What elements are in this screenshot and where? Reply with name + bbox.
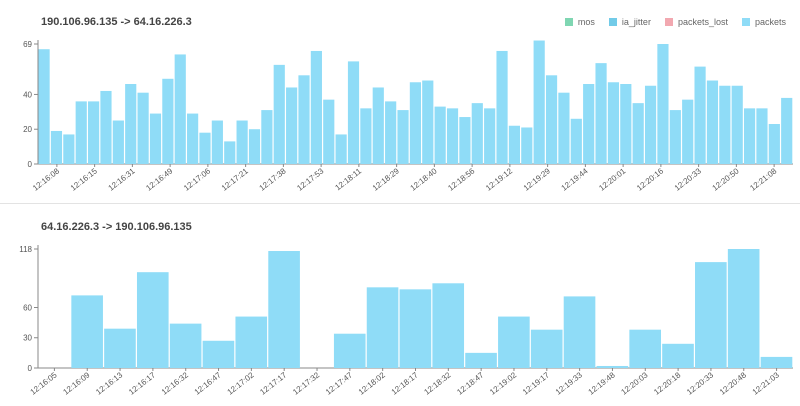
chart-2-xtick-label: 12:17:02 (226, 370, 257, 397)
chart-2-xtick-label: 12:16:47 (193, 370, 224, 397)
chart-2-bar[interactable] (235, 317, 267, 368)
chart-2-bar[interactable] (203, 341, 235, 368)
chart-2-xtick-label: 12:18:02 (357, 370, 388, 397)
chart-2-xtick-label: 12:20:03 (619, 370, 650, 397)
chart-2-xtick-label: 12:19:17 (521, 370, 552, 397)
chart-2-bar[interactable] (728, 249, 760, 368)
chart-2-xtick-label: 12:20:33 (685, 370, 716, 397)
chart-2-xtick-label: 12:18:47 (455, 370, 486, 397)
chart-2-bar[interactable] (400, 289, 432, 368)
chart-2-bar[interactable] (334, 334, 366, 368)
chart-2-bar[interactable] (367, 287, 399, 368)
chart-2-bar[interactable] (71, 295, 103, 368)
chart-2-bar[interactable] (104, 329, 136, 368)
chart-2-bar[interactable] (629, 330, 661, 368)
chart-2-bar[interactable] (170, 324, 202, 368)
chart-2-bar[interactable] (432, 283, 464, 368)
chart-2-bar[interactable] (531, 330, 563, 368)
chart-2-plot: 0 30 60 118 12:16:05 12:16:09 12:16:13 12:16:17… (0, 0, 800, 406)
chart-2-bar[interactable] (662, 344, 694, 368)
chart-2-xtick-label: 12:16:09 (61, 370, 92, 397)
chart-2-bar[interactable] (465, 353, 497, 368)
chart-2-xtick-label: 12:20:48 (718, 370, 749, 397)
chart-2-xtick-label: 12:16:13 (94, 370, 125, 397)
chart-2-xtick-label: 12:17:47 (324, 370, 355, 397)
chart-2-xtick-label: 12:16:05 (29, 370, 60, 397)
chart-2-xtick-label: 12:19:48 (587, 370, 618, 397)
chart-2-xtick-label: 12:17:32 (291, 370, 322, 397)
chart-2-xtick-label: 12:20:18 (652, 370, 683, 397)
chart-2-bar[interactable] (761, 357, 793, 368)
chart-2-bar[interactable] (564, 296, 596, 368)
chart-2-bar[interactable] (137, 272, 169, 368)
chart-2-xtick-label: 12:18:32 (422, 370, 453, 397)
chart-2-bar[interactable] (597, 366, 629, 368)
chart-2-ytick-label: 60 (23, 303, 32, 312)
chart-2-xtick-label: 12:17:17 (258, 370, 289, 397)
chart-2-bar[interactable] (498, 317, 530, 368)
chart-2-xtick-label: 12:21:03 (751, 370, 782, 397)
chart-2-ytick-label: 30 (23, 334, 32, 343)
chart-2-ytick-label: 118 (19, 245, 32, 254)
chart-2-bar[interactable] (268, 251, 300, 368)
chart-2-xtick-label: 12:19:02 (488, 370, 519, 397)
chart-2-xtick-label: 12:19:33 (554, 370, 585, 397)
chart-2-xtick-label: 12:16:32 (160, 370, 191, 397)
chart-2-xtick-label: 12:18:17 (390, 370, 421, 397)
chart-2-xtick-label: 12:16:17 (127, 370, 158, 397)
chart-2-ytick-label: 0 (28, 364, 33, 373)
chart-2-bar[interactable] (695, 262, 727, 368)
